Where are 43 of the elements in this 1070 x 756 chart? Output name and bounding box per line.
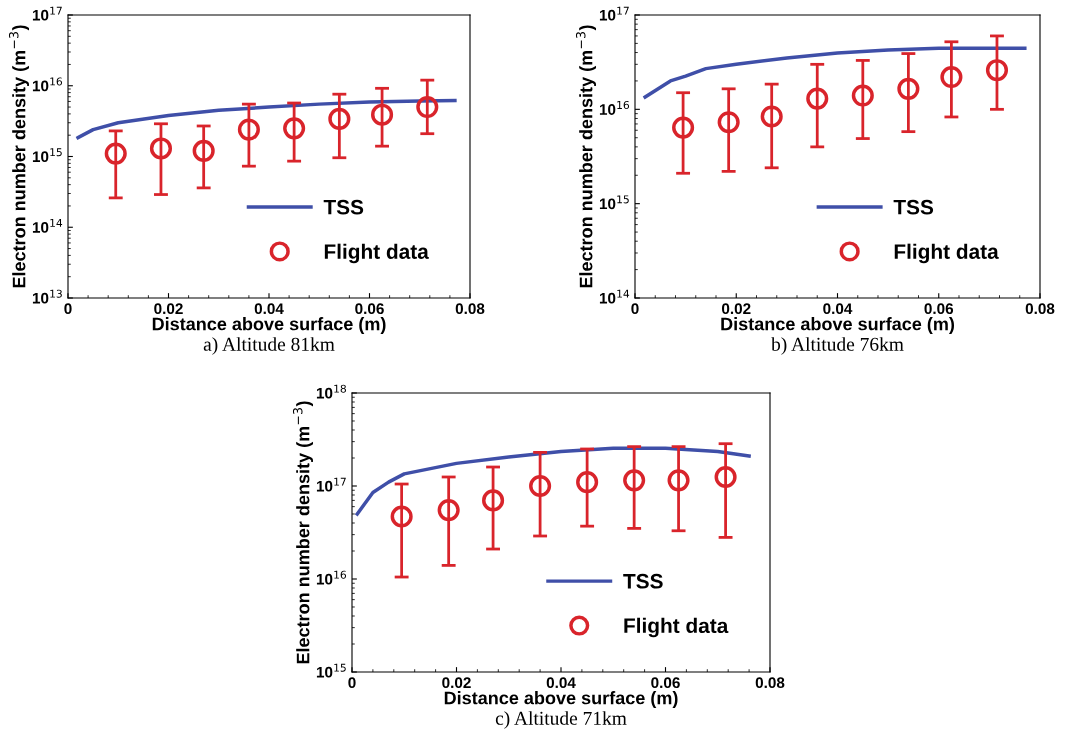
x-tick-label: 0 [64, 303, 72, 315]
x-axis-title: Distance above surface (m) [721, 317, 955, 334]
y-tick-label: 10$^{16}$ [32, 77, 63, 92]
x-tick-label: 0 [631, 303, 639, 315]
legend-label: Flight data [894, 243, 999, 264]
x-tick-label: 0.04 [823, 303, 853, 315]
y-axis-title: Electron number density (m$^{−3}$) [8, 25, 30, 288]
x-tick-label: 0.08 [755, 677, 785, 689]
x-tick-label: 0.08 [1025, 303, 1055, 315]
y-tick-label: 10$^{17}$ [599, 6, 629, 21]
x-tick-label: 0.04 [254, 303, 284, 315]
y-tick-label: 10$^{14}$ [32, 219, 63, 233]
y-axis-title: Electron number density (m$^{−3}$) [292, 401, 314, 664]
text: a) Altitude 81km [203, 337, 335, 355]
x-tick-label: 0.08 [455, 303, 485, 315]
x-tick-label: 0.04 [546, 677, 576, 689]
y-tick-label: 10$^{18}$ [316, 384, 346, 399]
legend-label: TSS [893, 199, 934, 215]
legend-label: Flight data [624, 617, 729, 638]
x-tick-label: 0.06 [924, 303, 954, 315]
x-tick-label: 0 [348, 677, 356, 689]
x-tick-label: 0.02 [442, 677, 471, 689]
y-axis-title: Electron number density (m$^{−3}$) [575, 25, 597, 288]
y-tick-label: 10$^{16}$ [599, 100, 630, 115]
legend-label: TSS [323, 199, 364, 215]
y-tick-label: 10$^{17}$ [32, 6, 62, 21]
x-tick-label: 0.06 [651, 677, 680, 689]
x-axis-title: Distance above surface (m) [152, 317, 386, 334]
y-tick-label: 10$^{16}$ [316, 570, 347, 585]
y-tick-label: 10$^{15}$ [32, 148, 62, 163]
x-axis-title: Distance above surface (m) [444, 691, 678, 708]
y-tick-label: 10$^{14}$ [599, 289, 630, 304]
y-tick-label: 10$^{13}$ [32, 289, 62, 304]
x-tick-label: 0.02 [154, 303, 183, 315]
text: c) Altitude 71km [495, 711, 627, 729]
x-tick-label: 0.02 [721, 303, 751, 315]
text: b) Altitude 76km [771, 337, 904, 355]
legend-label: TSS [623, 573, 663, 589]
y-tick-label: 10$^{15}$ [316, 663, 346, 678]
x-tick-label: 0.06 [355, 303, 384, 315]
legend-label: Flight data [324, 243, 429, 264]
y-tick-label: 10$^{17}$ [316, 477, 346, 492]
y-tick-label: 10$^{15}$ [599, 195, 629, 210]
